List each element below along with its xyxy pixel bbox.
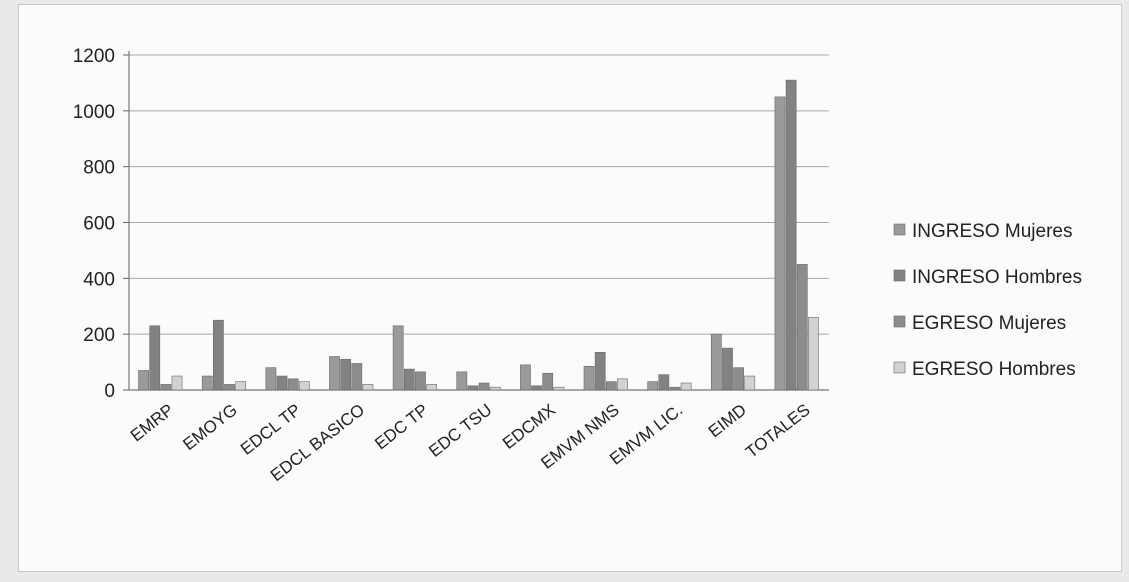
bar: [680, 382, 692, 391]
legend-swatch: [893, 315, 906, 328]
y-tick-label: 0: [104, 381, 115, 402]
legend-label: EGRESO Mujeres: [912, 313, 1066, 334]
bar: [605, 381, 617, 391]
bar: [669, 386, 681, 391]
y-tick-label: 200: [83, 325, 115, 346]
legend-swatch: [893, 223, 906, 236]
bar: [456, 371, 468, 391]
bar: [403, 368, 415, 391]
bar: [808, 317, 819, 391]
bar: [617, 378, 628, 391]
bar: [710, 333, 722, 391]
bar: [583, 365, 595, 391]
bar: [520, 364, 531, 391]
bar: [796, 264, 808, 391]
axes: [123, 51, 829, 391]
legend-swatch: [893, 269, 906, 282]
x-tick-label: EDC TP: [371, 400, 432, 453]
bar: [138, 370, 149, 391]
legend-label: INGRESO Hombres: [912, 267, 1082, 288]
bar: [149, 325, 161, 391]
bar: [265, 367, 277, 391]
x-tick-label: EDC TSU: [425, 400, 495, 461]
bar: [362, 384, 374, 391]
bar: [426, 384, 437, 391]
y-tick-labels: 0 200 400 600 800 1000 1200: [73, 46, 115, 402]
y-tick-label: 800: [83, 158, 115, 179]
legend-label: INGRESO Mujeres: [912, 221, 1072, 242]
bar: [658, 374, 670, 391]
bar: [478, 382, 490, 391]
legend: INGRESO Mujeres INGRESO Hombres EGRESO Muj…: [893, 221, 1082, 380]
legend-label: EGRESO Hombres: [912, 359, 1076, 380]
bar: [785, 79, 797, 391]
bar: [733, 367, 744, 391]
bar: [553, 386, 565, 391]
x-tick-label: EDCMX: [499, 400, 559, 453]
bar: [201, 375, 213, 391]
legend-swatch: [893, 361, 906, 374]
bar: [744, 375, 756, 391]
bar: [467, 385, 479, 391]
bar: [287, 378, 299, 391]
x-tick-label: EMRP: [127, 400, 177, 445]
y-tick-label: 400: [83, 269, 115, 290]
bar: [213, 319, 224, 391]
bar: [160, 384, 172, 391]
bar: [276, 375, 288, 391]
bar: [351, 363, 363, 391]
gridlines: [129, 54, 829, 391]
bar: [224, 384, 235, 391]
chart-frame: 0 200 400 600 800 1000 1200 EMRP EMOYG EDCL TP ED…: [18, 4, 1122, 572]
bar: [647, 381, 659, 391]
bar: [489, 386, 501, 391]
bar: [235, 381, 247, 391]
bar: [392, 325, 404, 391]
y-tick-label: 600: [83, 214, 115, 235]
bar: [171, 375, 183, 391]
bar: [329, 356, 340, 391]
y-tick-label: 1000: [73, 102, 115, 123]
bar: [415, 371, 426, 391]
bar: [774, 96, 786, 391]
bar: [298, 381, 310, 391]
x-tick-label: EMOYG: [179, 400, 241, 454]
bar: [594, 352, 606, 391]
bar: [340, 358, 352, 391]
bar: [722, 347, 733, 391]
y-tick-label: 1200: [73, 46, 115, 67]
x-tick-label: TOTALES: [742, 400, 814, 462]
bar: [542, 372, 554, 391]
bars: [138, 79, 819, 391]
bar: [531, 385, 542, 391]
x-tick-label: EIMD: [705, 400, 750, 441]
